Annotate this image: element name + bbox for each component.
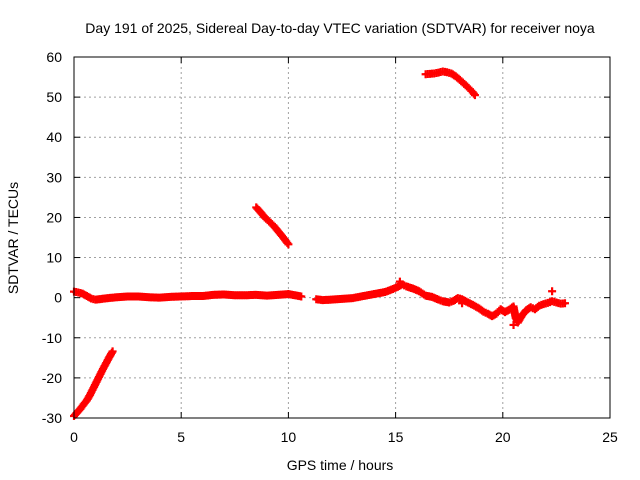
data-point-seg-high-late — [470, 91, 479, 100]
y-tick-label: 60 — [46, 49, 62, 65]
x-axis-label: GPS time / hours — [287, 457, 394, 473]
data-point-seg-main-baseline — [297, 292, 306, 301]
y-axis-label: SDTVAR / TECUs — [5, 182, 21, 294]
y-tick-label: -10 — [42, 330, 62, 346]
x-tick-label: 5 — [177, 429, 185, 445]
y-tick-label: 50 — [46, 89, 62, 105]
data-point-seg-falling-mid — [284, 240, 293, 249]
y-tick-label: 20 — [46, 209, 62, 225]
data-points-layer — [70, 67, 569, 420]
x-tick-label: 25 — [602, 429, 618, 445]
y-tick-label: 30 — [46, 169, 62, 185]
x-tick-label: 20 — [495, 429, 511, 445]
chart-title: Day 191 of 2025, Sidereal Day-to-day VTE… — [85, 20, 595, 36]
y-tick-label: 10 — [46, 250, 62, 266]
data-point-seg-rising-start — [108, 347, 117, 356]
data-point-seg-outliers — [548, 287, 557, 296]
data-point-seg-afternoon — [560, 299, 569, 308]
y-tick-label: -30 — [42, 410, 62, 426]
data-point-seg-outliers — [509, 320, 518, 329]
data-point-seg-outliers — [395, 277, 404, 286]
x-tick-label: 0 — [70, 429, 78, 445]
y-tick-label: 0 — [54, 290, 62, 306]
plot-frame — [73, 56, 611, 419]
x-tick-label: 15 — [388, 429, 404, 445]
y-tick-label: -20 — [42, 370, 62, 386]
grid-layer — [74, 57, 610, 418]
data-point-seg-outliers — [458, 299, 467, 308]
y-tick-label: 40 — [46, 129, 62, 145]
tick-layer: 0 5 10 15 20 25 -30 -20 -10 0 10 20 30 40 50 60 — [42, 49, 618, 445]
x-tick-label: 10 — [281, 429, 297, 445]
